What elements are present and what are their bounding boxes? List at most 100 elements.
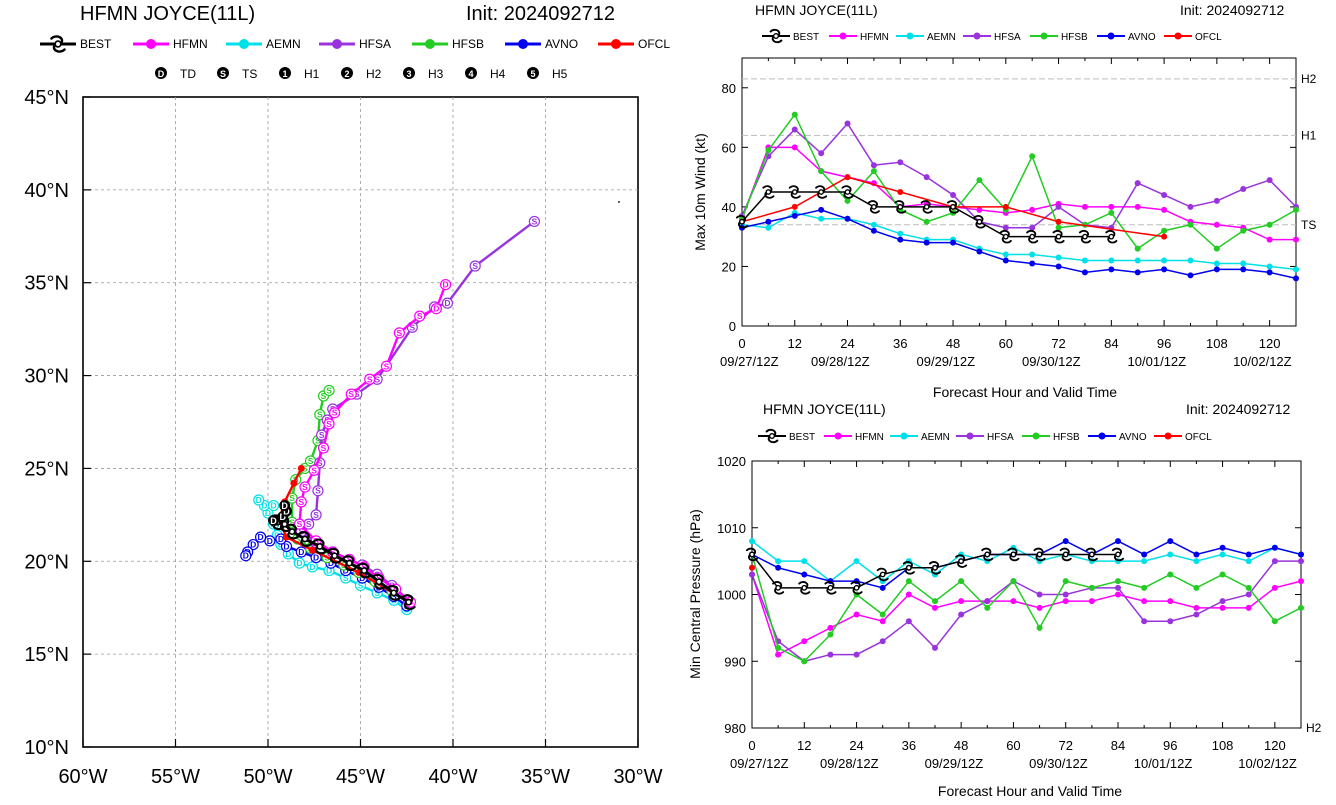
legend-marker-ofcl	[1174, 32, 1182, 40]
pressure-point-hfsb	[1245, 584, 1252, 591]
wind-point-best	[735, 215, 749, 229]
track-point-hfsb	[314, 408, 326, 421]
wind-point-hfsb	[1108, 209, 1115, 216]
intensity-legend: D TD S TS 1 H1 2 H2 3 H3 4 H4 5 H5	[155, 67, 568, 81]
track-point-best-eye	[331, 552, 339, 560]
pressure-point-best	[928, 561, 942, 575]
track-point-hfmn	[393, 327, 405, 339]
pressure-line-hfsa	[751, 560, 1301, 663]
track-point-best-arms	[342, 555, 357, 572]
track-point-label-hfmn: S	[348, 389, 354, 399]
pressure-point-hfmn	[1271, 584, 1278, 591]
wind-point-best	[920, 200, 933, 214]
legend-label-hfmn: HFMN	[855, 432, 884, 443]
x-date-label: 09/27/12Z	[720, 354, 779, 369]
pressure-point-best-eye	[775, 584, 782, 591]
track-point-label-hfmn: S	[326, 419, 332, 429]
pressure-point-hfmn	[1298, 578, 1304, 585]
legend-marker-aemn	[239, 39, 249, 49]
legend-label-hfsb: HFSB	[452, 37, 484, 51]
x-tick-label: 60	[999, 336, 1013, 351]
track-point-label-hfmn: S	[311, 465, 317, 475]
wind-point-best-arms	[999, 229, 1012, 244]
pressure-point-best-eye	[984, 551, 991, 558]
track-init-label: Init: 2024092712	[466, 3, 615, 25]
wind-series-avno	[739, 206, 1299, 282]
pressure-point-best-eye	[879, 571, 886, 578]
pressure-point-hfsa	[1245, 591, 1252, 598]
wind-point-best-arms	[815, 185, 828, 199]
pressure-point-hfsa	[1141, 618, 1148, 625]
track-y-tick-label: 40°N	[24, 180, 69, 202]
pressure-point-best	[1007, 547, 1020, 562]
pressure-series-ofcl	[749, 564, 755, 571]
wind-point-ofcl	[1002, 203, 1009, 210]
y-tick-label: 60	[722, 140, 736, 155]
track-point-best-arms	[386, 584, 401, 601]
wind-point-avno	[1266, 269, 1273, 276]
wind-point-aemn	[1187, 257, 1194, 264]
wind-point-best	[1052, 229, 1065, 244]
track-point-label-aemn: S	[358, 580, 364, 590]
wind-point-hfmn	[1293, 236, 1299, 243]
pressure-point-hfsa	[932, 644, 938, 651]
wind-point-avno	[1002, 257, 1009, 264]
wind-point-hfsb	[1029, 153, 1036, 160]
legend-label-ofcl: OFCL	[1195, 32, 1222, 43]
track-point-avno	[240, 550, 252, 562]
track-y-tick-label: 35°N	[24, 273, 69, 295]
track-y-tick-label: 30°N	[24, 366, 69, 388]
wind-point-hfmn	[1213, 221, 1220, 228]
wind-point-best-eye	[844, 189, 851, 195]
wind-point-hfsb	[1240, 227, 1247, 234]
track-point-label-aemn: S	[374, 588, 380, 598]
pressure-point-best-arms	[928, 561, 942, 575]
map-speck	[618, 201, 620, 203]
wind-point-hfsb	[976, 177, 983, 184]
pressure-point-best	[876, 567, 889, 582]
intensity-td-marker	[155, 67, 167, 79]
wind-point-hfmn	[1081, 203, 1088, 210]
pressure-point-hfsb	[1219, 571, 1226, 578]
wind-point-hfmn	[1161, 206, 1168, 213]
intensity-ts-label: TS	[242, 67, 257, 81]
track-point-label-hfsa: S	[306, 519, 312, 529]
pressure-point-best-arms	[772, 581, 785, 595]
wind-point-hfsb	[765, 147, 772, 154]
wind-line-hfsb	[741, 113, 1297, 250]
pressure-point-aemn	[853, 558, 860, 565]
wind-point-hfsa	[1161, 191, 1168, 198]
pressure-point-hfmn	[1193, 604, 1200, 611]
pressure-point-hfsa	[1036, 591, 1043, 598]
pressure-point-hfsa	[905, 618, 912, 625]
legend-marker-aemn	[900, 432, 908, 440]
wind-point-aemn	[1213, 260, 1220, 267]
wind-point-best-arms	[788, 185, 801, 199]
pressure-point-aemn	[1219, 551, 1226, 558]
track-point-label-avno: D	[250, 540, 256, 550]
legend-marker-avno	[1098, 432, 1106, 440]
y-tick-label: 1010	[717, 521, 746, 536]
pressure-point-hfmn	[801, 638, 808, 645]
track-point-label-hfsb: S	[317, 410, 323, 420]
legend-marker-ofcl	[611, 39, 621, 49]
legend-marker-hfsa	[966, 432, 974, 440]
wind-point-hfsa	[870, 162, 877, 169]
pressure-point-best-arms	[1007, 547, 1020, 562]
pressure-point-hfmn	[879, 618, 886, 625]
pressure-point-best	[902, 561, 915, 575]
pressure-point-best	[1033, 547, 1046, 562]
wind-point-best-eye	[976, 218, 983, 225]
track-point-hfmn	[430, 303, 442, 315]
wind-point-best-eye	[1108, 233, 1115, 240]
wind-ylabel: Max 10m Wind (kt)	[692, 133, 708, 250]
legend-label-best: BEST	[789, 432, 815, 443]
pressure-point-hfmn	[1062, 598, 1069, 605]
track-point-best	[386, 584, 401, 601]
wind-category-lines: TS H1 H2	[742, 72, 1317, 232]
x-date-label: 09/30/12Z	[1029, 756, 1088, 771]
track-point-best-eye	[281, 520, 289, 528]
track-point-label-avno: D	[376, 582, 382, 592]
wind-point-avno	[1029, 260, 1036, 267]
